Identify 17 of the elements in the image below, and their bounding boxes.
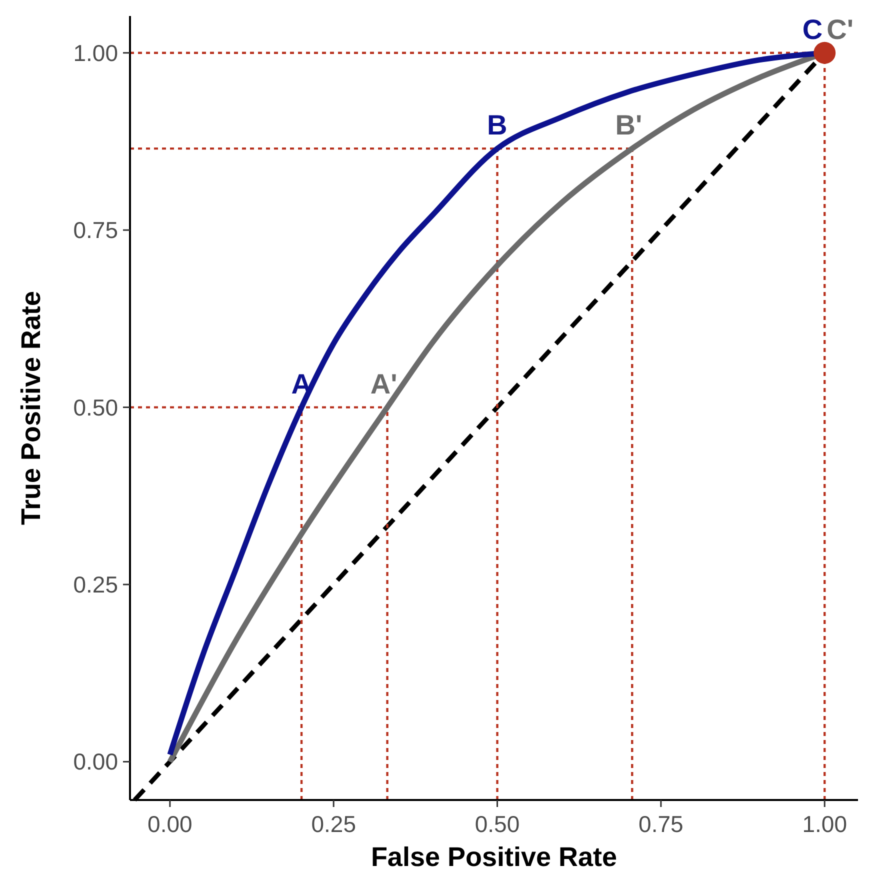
x-tick-label: 1.00 <box>802 811 847 837</box>
x-tick-label: 0.25 <box>311 811 356 837</box>
x-tick-label: 0.50 <box>474 811 520 837</box>
data-label: C <box>802 14 823 45</box>
data-label: B <box>487 110 508 141</box>
y-tick-label: 0.75 <box>73 217 118 244</box>
x-axis-title: False Positive Rate <box>370 842 618 872</box>
x-tick-label: 0.75 <box>638 811 684 837</box>
y-tick-label: 0.00 <box>73 748 118 775</box>
y-tick-label: 1.00 <box>73 40 118 66</box>
x-tick-label: 0.00 <box>148 811 192 837</box>
data-label: B' <box>615 110 642 141</box>
y-tick-label: 0.25 <box>73 572 118 598</box>
y-axis-title: True Positive Rate <box>16 290 46 526</box>
y-tick-label: 0.50 <box>73 394 118 420</box>
data-label: C' <box>826 14 854 45</box>
data-label: A' <box>370 368 398 400</box>
